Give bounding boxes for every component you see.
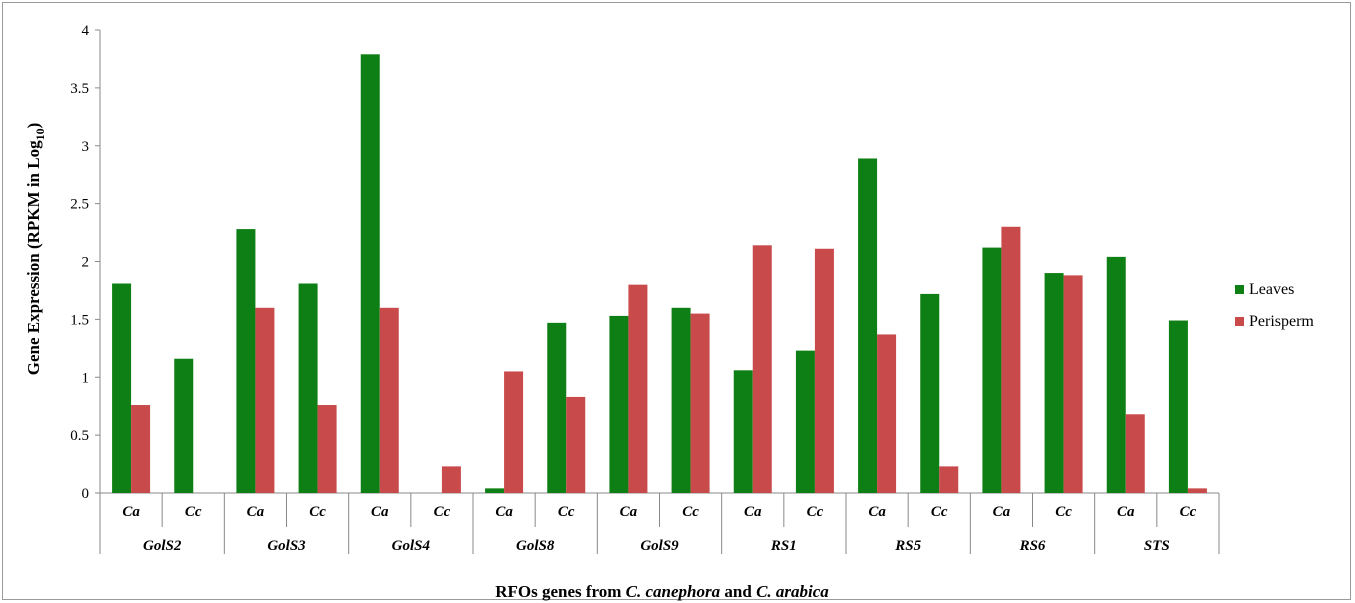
y-axis-title-main: Gene Expression (RPKM in Log xyxy=(24,140,43,375)
legend-swatch-perisperm xyxy=(1235,317,1244,326)
group-label: STS xyxy=(1144,538,1170,554)
y-axis-title-end: ) xyxy=(24,123,43,129)
bar-leaves-gols3-ca xyxy=(236,229,255,493)
bar-perisperm-sts-ca xyxy=(1126,414,1145,493)
legend-swatch-leaves xyxy=(1235,285,1244,294)
x-axis-title: RFOs genes from C. canephora and C. arab… xyxy=(495,582,829,601)
bar-perisperm-rs5-cc xyxy=(939,466,958,493)
bar-perisperm-rs6-ca xyxy=(1001,227,1020,493)
legend: Leaves Perisperm xyxy=(1235,281,1314,330)
y-tick-label: 3.5 xyxy=(70,81,89,97)
y-tick-label: 1.5 xyxy=(70,312,89,328)
bar-leaves-gols2-cc xyxy=(174,359,193,493)
category-label: Ca xyxy=(620,504,638,520)
bar-perisperm-gols8-cc xyxy=(566,397,585,493)
bar-leaves-rs6-ca xyxy=(982,248,1001,493)
group-label: GolS8 xyxy=(516,538,555,554)
bar-leaves-sts-cc xyxy=(1169,321,1188,493)
bar-leaves-rs5-cc xyxy=(920,294,939,493)
y-axis-title-subscript: 10 xyxy=(33,128,47,140)
group-label: GolS4 xyxy=(392,538,431,554)
bar-perisperm-gols9-cc xyxy=(691,314,710,493)
bar-perisperm-gols4-cc xyxy=(442,466,461,493)
bar-leaves-gols3-cc xyxy=(299,283,318,493)
x-axis-title-part: C. arabica xyxy=(756,582,829,601)
bar-perisperm-gols3-cc xyxy=(318,405,337,493)
bar-leaves-sts-ca xyxy=(1107,257,1126,493)
group-label: GolS2 xyxy=(143,538,182,554)
category-label: Cc xyxy=(309,504,326,520)
y-tick-label: 4 xyxy=(82,23,90,39)
bar-leaves-rs1-cc xyxy=(796,351,815,493)
bar-leaves-rs6-cc xyxy=(1045,273,1064,493)
bar-perisperm-gols8-ca xyxy=(504,371,523,493)
category-label: Cc xyxy=(807,504,824,520)
category-label: Ca xyxy=(495,504,513,520)
bar-perisperm-gols4-ca xyxy=(380,308,399,493)
category-label: Cc xyxy=(558,504,575,520)
category-label: Ca xyxy=(122,504,140,520)
bar-leaves-gols8-ca xyxy=(485,488,504,493)
y-tick-label: 3 xyxy=(82,139,90,155)
group-label: GolS9 xyxy=(640,538,679,554)
group-label: RS6 xyxy=(1019,538,1046,554)
bar-leaves-rs1-ca xyxy=(734,370,753,493)
category-label: Cc xyxy=(1055,504,1072,520)
category-label: Cc xyxy=(185,504,202,520)
category-label: Ca xyxy=(868,504,886,520)
category-label: Cc xyxy=(434,504,451,520)
category-label: Cc xyxy=(1180,504,1197,520)
bar-perisperm-rs5-ca xyxy=(877,334,896,493)
category-label: Ca xyxy=(993,504,1011,520)
x-axis-title-part: RFOs genes from xyxy=(495,582,625,601)
y-tick-label: 0 xyxy=(82,486,90,502)
group-label: RS5 xyxy=(894,538,921,554)
x-axis-title-part: and xyxy=(720,582,756,601)
bar-perisperm-rs1-ca xyxy=(753,245,772,493)
legend-label-leaves: Leaves xyxy=(1249,281,1294,298)
bar-leaves-gols2-ca xyxy=(112,283,131,493)
legend-label-perisperm: Perisperm xyxy=(1249,313,1314,330)
bar-leaves-gols4-ca xyxy=(361,54,380,493)
bar-perisperm-gols2-ca xyxy=(131,405,150,493)
group-label: GolS3 xyxy=(267,538,306,554)
category-label: Ca xyxy=(744,504,762,520)
y-axis-title: Gene Expression (RPKM in Log10) xyxy=(24,123,47,376)
category-label: Cc xyxy=(931,504,948,520)
category-label: Ca xyxy=(371,504,389,520)
bar-perisperm-gols3-ca xyxy=(255,308,274,493)
y-tick-label: 1 xyxy=(82,370,90,386)
y-tick-label: 0.5 xyxy=(70,428,89,444)
bars xyxy=(112,54,1207,493)
category-label: Ca xyxy=(247,504,265,520)
y-tick-label: 2 xyxy=(82,255,90,271)
bar-leaves-gols9-ca xyxy=(609,316,628,493)
bar-perisperm-rs1-cc xyxy=(815,249,834,493)
bar-perisperm-gols9-ca xyxy=(628,285,647,493)
category-label: Ca xyxy=(1117,504,1135,520)
bar-leaves-gols9-cc xyxy=(672,308,691,493)
x-axis-title-part: C. canephora xyxy=(626,582,721,601)
y-tick-label: 2.5 xyxy=(70,197,89,213)
category-label: Cc xyxy=(682,504,699,520)
bar-leaves-gols8-cc xyxy=(547,323,566,493)
bar-perisperm-sts-cc xyxy=(1188,488,1207,493)
bar-chart: 0 0.5 1 1.5 2 2.5 3 3.5 4 Ca Cc Ca Cc Ca Cc Ca Cc Ca Cc Ca… xyxy=(3,3,1352,601)
bar-leaves-rs5-ca xyxy=(858,158,877,493)
group-label: RS1 xyxy=(770,538,797,554)
bar-perisperm-rs6-cc xyxy=(1064,275,1083,493)
